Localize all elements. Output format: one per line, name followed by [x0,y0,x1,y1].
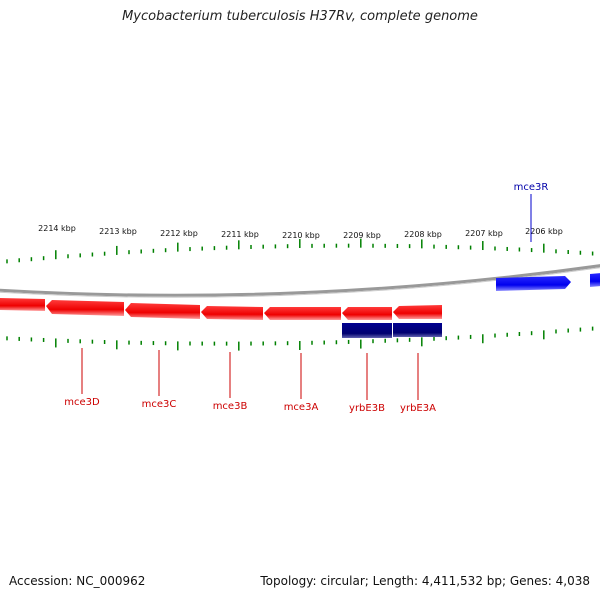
genome-backbone-outer [0,264,600,297]
kbp-label: 2214 kbp [38,224,76,233]
kbp-label: 2208 kbp [404,230,442,239]
rna-feature-yrbE3B[interactable] [342,323,392,338]
gene-label-mce3B[interactable]: mce3B [213,401,248,412]
map-title: Mycobacterium tuberculosis H37Rv, comple… [122,9,478,24]
kbp-label: 2211 kbp [221,230,259,239]
gene-arrow-mce3B[interactable] [201,306,263,320]
gene-arrow-mce3A[interactable] [264,307,341,320]
accession-text: Accession: NC_000962 [9,574,146,588]
gene-label-mce3A[interactable]: mce3A [284,402,319,413]
gene-arrow-mce3R[interactable] [496,276,571,291]
upper-tick-ring [6,238,594,264]
gene-label-mce3R[interactable]: mce3R [514,182,549,193]
gene-label-mce3C[interactable]: mce3C [142,399,177,410]
kbp-label: 2210 kbp [282,231,320,240]
kbp-label-group: 2214 kbp 2213 kbp 2212 kbp 2211 kbp 2210 kbp… [38,224,563,240]
gene-arrow-leftmost[interactable] [0,298,45,311]
topology-text: Topology: circular; Length: 4,411,532 bp… [260,574,590,588]
gene-arrow-yrbE3A[interactable] [393,305,442,319]
gene-arrow-mce3D[interactable] [46,300,124,316]
kbp-label: 2209 kbp [343,231,381,240]
kbp-label: 2206 kbp [525,227,563,236]
gene-label-yrbE3A[interactable]: yrbE3A [400,403,436,414]
lower-tick-ring [6,326,594,351]
gene-label-yrbE3B[interactable]: yrbE3B [349,403,385,414]
gene-arrow-mce3C[interactable] [125,303,200,319]
gene-arrow-right-edge[interactable] [590,273,600,287]
rna-feature-yrbE3A[interactable] [393,323,442,337]
kbp-label: 2213 kbp [99,227,137,236]
kbp-label: 2212 kbp [160,229,198,238]
gene-label-mce3D[interactable]: mce3D [64,397,100,408]
kbp-label: 2207 kbp [465,229,503,238]
gene-arrow-yrbE3B[interactable] [342,307,392,320]
